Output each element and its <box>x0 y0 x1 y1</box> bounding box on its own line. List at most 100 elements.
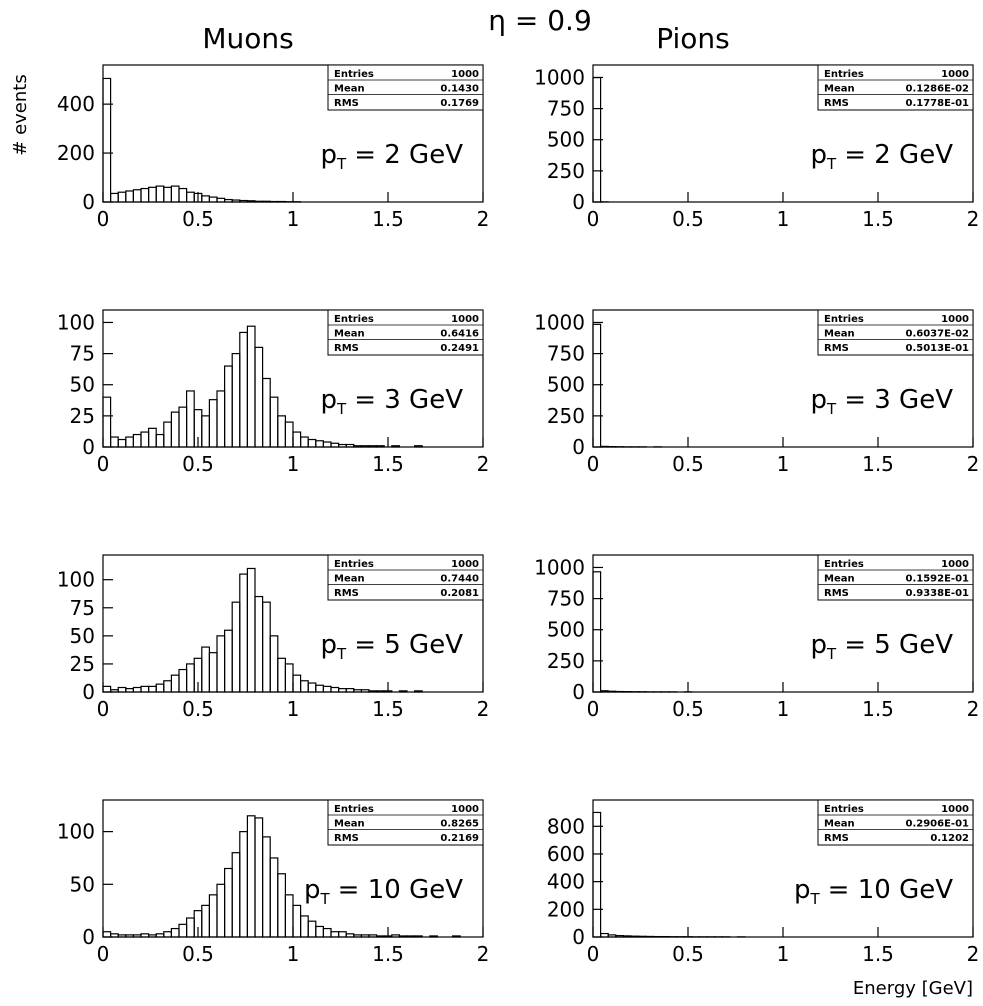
annotation-part: = 2 GeV <box>844 140 953 170</box>
x-tick-label: 0.5 <box>182 942 214 966</box>
x-tick-label: 2 <box>967 942 980 966</box>
stats-box <box>817 309 974 356</box>
x-tick-label: 2 <box>477 452 490 476</box>
stats-label: Mean <box>334 329 365 340</box>
stats-value: 1000 <box>451 69 479 80</box>
histogram-bar <box>300 915 309 938</box>
histogram-bar <box>231 852 241 938</box>
y-axis-label: # events <box>10 74 31 155</box>
histogram-bar <box>170 411 180 448</box>
x-tick-label: 2 <box>477 697 490 721</box>
annotation-part: T <box>336 400 347 418</box>
annotation-part: p <box>321 140 338 170</box>
y-tick-label: 200 <box>57 141 95 165</box>
x-tick-label: 1 <box>287 942 300 966</box>
y-tick-label: 750 <box>547 97 585 121</box>
histogram-bar <box>300 436 309 448</box>
annotation-part: = 5 GeV <box>354 630 463 660</box>
annotation-part: p <box>811 385 828 415</box>
x-tick-label: 2 <box>967 697 980 721</box>
stats-label: RMS <box>824 98 849 109</box>
y-tick-label: 100 <box>57 310 95 334</box>
histogram-bar <box>224 867 233 938</box>
stats-value: 1000 <box>941 559 969 570</box>
histogram-bar <box>208 652 218 693</box>
histogram-bar <box>170 927 180 938</box>
y-tick-label: 250 <box>547 159 585 183</box>
histogram-bar <box>224 629 233 693</box>
histogram-bar <box>208 196 218 203</box>
stats-value: 0.2906E-01 <box>906 819 970 830</box>
histogram-bar <box>163 680 173 693</box>
stats-value: 0.2491 <box>440 343 479 354</box>
stats-value: 1000 <box>451 559 479 570</box>
histogram-bar <box>269 635 279 693</box>
stats-label: RMS <box>334 833 359 844</box>
x-tick-label: 0.5 <box>672 942 704 966</box>
histogram-bar <box>246 815 256 938</box>
annotation: pT = 5 GeV <box>811 630 954 663</box>
stats-value: 0.2081 <box>440 588 479 599</box>
stats-value: 1000 <box>451 314 479 325</box>
histogram-bar <box>163 421 173 448</box>
histogram-bar <box>224 365 233 448</box>
annotation-part: = 10 GeV <box>338 875 464 905</box>
y-tick-label: 75 <box>70 596 95 620</box>
stats-label: RMS <box>824 588 849 599</box>
stats-value: 0.1778E-01 <box>906 98 970 109</box>
stats-value: 1000 <box>451 804 479 815</box>
x-tick-label: 2 <box>477 207 490 231</box>
histogram-bar <box>254 346 264 448</box>
stats-value: 0.1769 <box>440 98 479 109</box>
x-tick-label: 1 <box>287 697 300 721</box>
annotation-part: T <box>320 890 331 908</box>
annotation-part: = 3 GeV <box>354 385 463 415</box>
y-tick-label: 500 <box>547 128 585 152</box>
y-tick-label: 250 <box>547 649 585 673</box>
annotation: pT = 3 GeV <box>321 385 464 418</box>
stats-value: 0.1592E-01 <box>906 574 970 585</box>
x-tick-label: 0 <box>97 942 110 966</box>
y-tick-label: 500 <box>547 618 585 642</box>
histogram-bar <box>315 684 324 693</box>
stats-label: Entries <box>824 804 864 815</box>
annotation-part: = 2 GeV <box>354 140 463 170</box>
x-tick-label: 0 <box>587 697 600 721</box>
histogram-bar <box>178 406 188 448</box>
stats-value: 0.8265 <box>440 819 479 830</box>
annotation: pT = 2 GeV <box>811 140 954 173</box>
y-tick-label: 0 <box>572 925 585 949</box>
histogram-bar <box>201 904 211 938</box>
histogram-bar <box>125 436 135 448</box>
histogram-bar <box>277 415 286 448</box>
histogram-bar <box>307 920 317 938</box>
annotation-part: p <box>811 140 828 170</box>
histogram-bar <box>307 682 317 693</box>
x-tick-label: 1 <box>287 207 300 231</box>
stats-label: RMS <box>334 98 359 109</box>
stats-value: 1000 <box>941 69 969 80</box>
histogram-bar <box>277 657 286 693</box>
histogram-bar <box>201 195 211 203</box>
y-tick-label: 0 <box>572 190 585 214</box>
histogram-bar <box>315 925 324 938</box>
histogram-bar <box>132 686 142 693</box>
histogram-bar <box>254 595 264 693</box>
x-tick-label: 2 <box>477 942 490 966</box>
stats-label: RMS <box>334 588 359 599</box>
stats-value: 0.1286E-02 <box>906 84 970 95</box>
x-tick-label: 0.5 <box>182 697 214 721</box>
x-tick-label: 0 <box>97 207 110 231</box>
histogram-bar <box>109 436 119 448</box>
histogram-bar <box>201 415 211 448</box>
stats-label: Mean <box>334 574 365 585</box>
y-tick-label: 600 <box>547 842 585 866</box>
y-tick-label: 400 <box>547 870 585 894</box>
stats-box <box>817 799 974 846</box>
histogram-bar <box>132 433 142 448</box>
stats-label: Mean <box>824 329 855 340</box>
histogram-bar <box>208 399 218 448</box>
x-tick-label: 1.5 <box>372 697 404 721</box>
annotation-part: T <box>826 400 837 418</box>
